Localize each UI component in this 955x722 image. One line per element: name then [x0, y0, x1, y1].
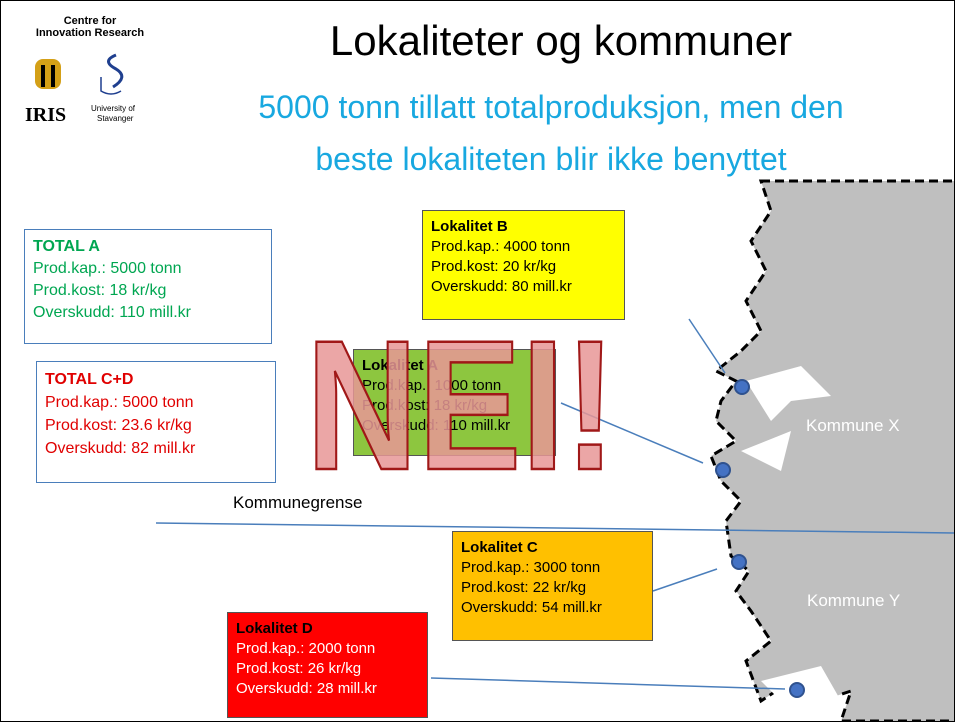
lokalitet-b-box: Lokalitet B Prod.kap.: 4000 tonn Prod.ko… [422, 210, 625, 320]
box-line: Prod.kap.: 3000 tonn [461, 559, 601, 576]
stamp: NEI! [306, 321, 616, 481]
logo-uni: Stavanger [97, 114, 134, 123]
box-line: Prod.kap.: 5000 tonn [45, 394, 194, 411]
box-title: Lokalitet C [461, 539, 538, 556]
region-label: Kommune X [806, 416, 900, 435]
box-line: Prod.kost: 23.6 kr/kg [45, 417, 192, 434]
box-line: Overskudd: 82 mill.kr [45, 440, 196, 457]
stamp-layer: NEI! [305, 321, 618, 481]
box-line: Prod.kost: 20 kr/kg [431, 258, 557, 275]
total-a-box: TOTAL A Prod.kap.: 5000 tonn Prod.kost: … [24, 229, 272, 344]
logo-icons: IRIS University of Stavanger [25, 53, 136, 126]
arrows [430, 318, 786, 690]
title: Lokaliteter og kommuner [329, 17, 793, 64]
box-line: Overskudd: 80 mill.kr [431, 278, 572, 295]
fjord [741, 366, 841, 711]
box-line: Prod.kap.: 4000 tonn [431, 238, 571, 255]
logo-iris: IRIS [25, 104, 66, 126]
box-line: Prod.kap.: 5000 tonn [33, 260, 182, 277]
logo: Centre for Innovation Research [25, 15, 155, 39]
total-cd-box: TOTAL C+D Prod.kap.: 5000 tonn Prod.kost… [36, 361, 276, 483]
subtitle-line: beste lokaliteten blir ikke benyttet [315, 141, 787, 177]
municipal-border [155, 522, 954, 534]
box-line: Prod.kost: 22 kr/kg [461, 579, 587, 596]
region-label: Kommune Y [807, 591, 901, 610]
subtitle: 5000 tonn tillatt totalproduksjon, men d… [151, 81, 951, 185]
lokalitet-c-box: Lokalitet C Prod.kap.: 3000 tonn Prod.ko… [452, 531, 653, 641]
box-line: Overskudd: 110 mill.kr [362, 417, 511, 434]
box-line: Overskudd: 28 mill.kr [236, 680, 377, 697]
box-line: Prod.kost: 18 kr/kg [33, 282, 167, 299]
logo-text: Centre for [63, 15, 117, 27]
box-title: Lokalitet B [431, 218, 508, 235]
subtitle-line: 5000 tonn tillatt totalproduksjon, men d… [258, 89, 844, 125]
logo-text: Innovation Research [35, 27, 145, 39]
logo-uni: University of [91, 104, 136, 113]
box-line: Prod.kost: 26 kr/kg [236, 660, 362, 677]
box-title: Lokalitet A [362, 357, 439, 374]
landmass [709, 179, 954, 721]
box-line: Overskudd: 54 mill.kr [461, 599, 602, 616]
box-title: TOTAL A [33, 238, 100, 255]
site-dots [715, 379, 805, 698]
lokalitet-d-box: Lokalitet D Prod.kap.: 2000 tonn Prod.ko… [227, 612, 428, 718]
border-label: Kommunegrense [233, 493, 363, 512]
box-title: Lokalitet D [236, 620, 313, 637]
box-line: Prod.kap.: 1000 tonn [362, 377, 502, 394]
box-title: TOTAL C+D [45, 371, 134, 388]
box-line: Prod.kost: 18 kr/kg [362, 397, 488, 414]
lokalitet-a-box: Lokalitet A Prod.kap.: 1000 tonn Prod.ko… [353, 349, 556, 456]
box-line: Prod.kap.: 2000 tonn [236, 640, 376, 657]
box-line: Overskudd: 110 mill.kr [33, 304, 191, 321]
